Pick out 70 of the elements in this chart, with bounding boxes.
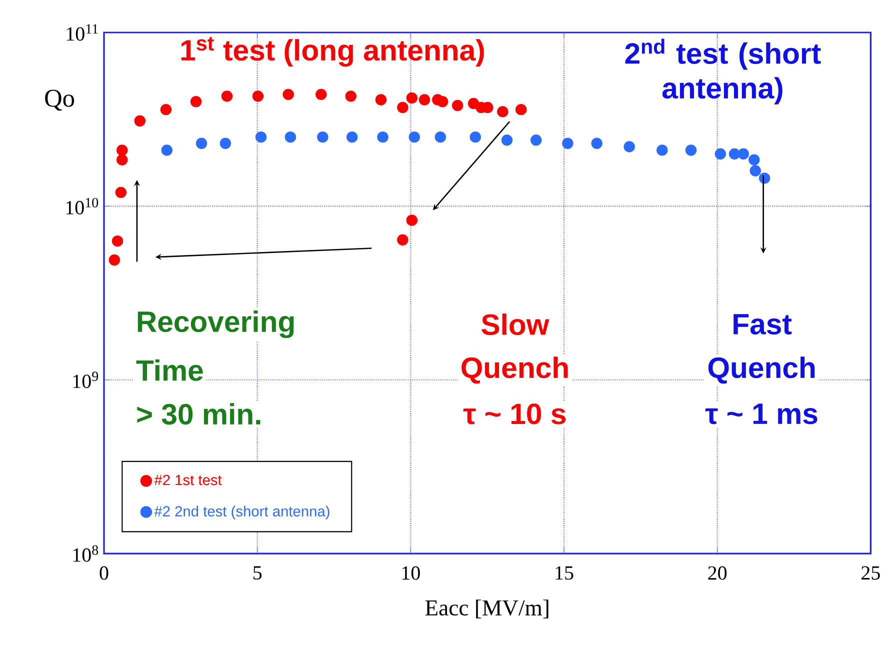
point: [436, 96, 448, 108]
x-tick-label: 5: [254, 566, 262, 580]
point: [375, 94, 387, 106]
y-axis-title: Qo: [45, 90, 74, 111]
point: [656, 144, 668, 156]
point: [108, 254, 120, 266]
point: [221, 90, 233, 102]
y-tick-label: 10$^{10}$: [66, 198, 98, 214]
x-axis-title: Eacc [MV/m]: [425, 600, 548, 618]
annotation: Quench: [708, 356, 815, 384]
point: [160, 104, 172, 116]
point: [345, 90, 356, 102]
point: [501, 134, 513, 146]
point: [434, 131, 446, 143]
point: [738, 148, 749, 160]
point: [284, 131, 296, 143]
y-tick-label: 10$^{9}$: [73, 372, 98, 388]
point: [406, 214, 418, 226]
point: [255, 131, 267, 143]
annotation: Fast: [734, 314, 792, 335]
point: [497, 106, 508, 118]
point: [418, 94, 430, 106]
legend-label: #2 2nd test (short antenna): [154, 506, 330, 520]
point: [115, 186, 126, 198]
point: [252, 90, 264, 102]
annotation: Slow: [482, 314, 550, 336]
point: [190, 96, 202, 108]
point: [134, 115, 146, 126]
annotation: > 30 min.: [137, 403, 260, 425]
point: [112, 235, 124, 247]
point: [515, 104, 527, 116]
point: [714, 148, 726, 160]
annotation: Quench: [462, 356, 568, 384]
point: [406, 92, 418, 104]
point: [397, 234, 408, 246]
annotation: τ ~ 10 s: [463, 404, 566, 424]
x-tick-label: 10: [402, 566, 420, 580]
annotation: Recovering: [138, 310, 294, 338]
x-tick-label: 25: [862, 566, 880, 580]
x-tick-label: 15: [556, 566, 574, 580]
y-tick-label: 10$^{11}$: [66, 24, 98, 41]
point: [220, 138, 232, 149]
x-tick-label: 0: [100, 566, 108, 580]
point: [397, 102, 408, 114]
point: [116, 154, 128, 166]
annotation: τ ~ 1 ms: [705, 404, 818, 424]
point: [196, 138, 208, 149]
point: [116, 144, 128, 156]
point: [750, 165, 761, 176]
point: [562, 138, 574, 149]
annotation: 1$^{st}$ test (long antenna): [181, 36, 484, 67]
point: [161, 144, 172, 156]
x-tick-label: 20: [708, 566, 727, 580]
point: [748, 154, 760, 166]
point: [470, 131, 481, 143]
point: [346, 131, 358, 143]
point: [377, 131, 388, 143]
point: [685, 144, 697, 156]
point: [530, 134, 542, 146]
annotation: Time: [136, 359, 203, 381]
annotation: 2$^{nd}$ test (short antenna): [625, 38, 821, 104]
point: [317, 131, 328, 143]
y-tick-label: 10$^{8}$: [73, 545, 98, 562]
point: [282, 88, 294, 100]
point: [624, 141, 635, 152]
legend-label: #2 1st test: [154, 474, 222, 486]
point: [316, 88, 327, 100]
point: [591, 138, 602, 149]
point: [408, 131, 420, 143]
point: [452, 100, 464, 112]
